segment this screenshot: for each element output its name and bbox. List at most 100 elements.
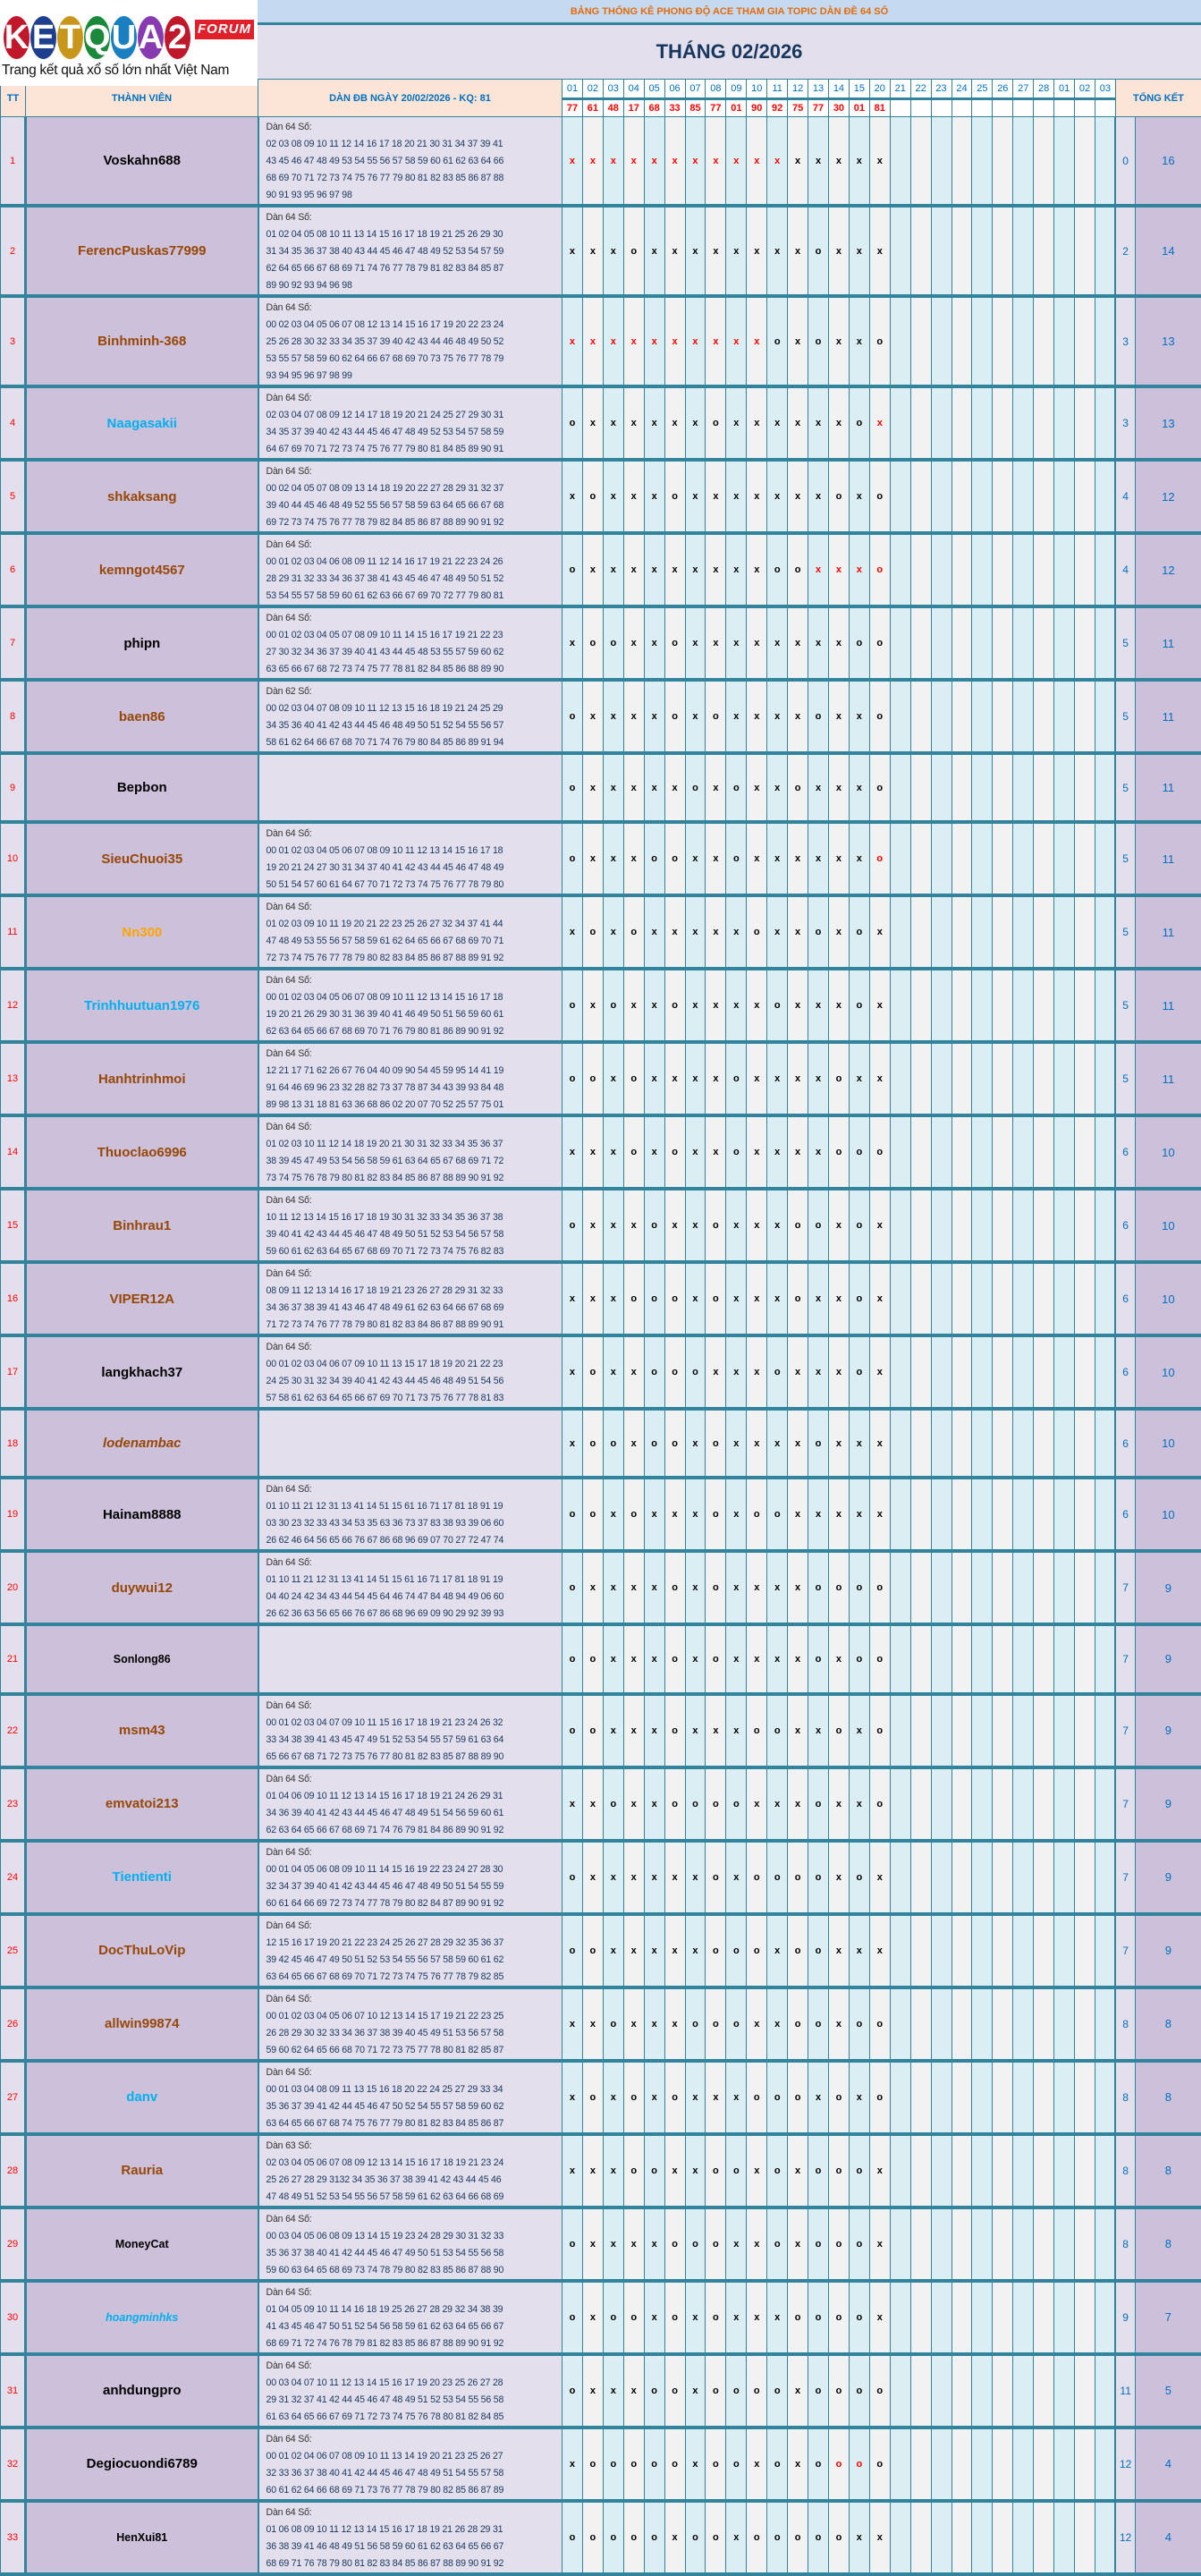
hit-mark: o — [828, 2134, 849, 2207]
miss-mark: x — [767, 460, 788, 533]
hit-mark: o — [869, 1767, 890, 1841]
day-mark — [890, 1694, 910, 1767]
day-mark — [951, 2281, 972, 2354]
day-mark — [1013, 680, 1034, 753]
member-name[interactable]: kemngot4567 — [26, 533, 258, 606]
number-set-label: Dàn 64 Số: — [266, 1555, 562, 1572]
member-name[interactable]: allwin99874 — [26, 1987, 258, 2061]
day-mark — [993, 2501, 1013, 2574]
member-name[interactable]: MoneyCat — [26, 2207, 258, 2281]
member-name[interactable]: Binhrau1 — [26, 1189, 258, 1262]
member-name[interactable]: Voskahn688 — [26, 117, 258, 207]
member-name[interactable]: Hanhtrinhmoi — [26, 1042, 258, 1115]
member-name[interactable]: emvatoi213 — [26, 1767, 258, 1841]
member-name[interactable]: VIPER12A — [26, 1262, 258, 1335]
hit-mark: o — [706, 1624, 726, 1693]
day-mark — [1034, 206, 1054, 296]
day-result — [931, 99, 951, 117]
member-name[interactable]: Sonlong86 — [26, 1624, 258, 1693]
member-name[interactable]: Trinhhuutuan1976 — [26, 969, 258, 1042]
member-name[interactable]: Tientienti — [26, 1841, 258, 1914]
day-mark — [1095, 1767, 1115, 1841]
miss-mark: x — [582, 1115, 603, 1189]
day-mark — [993, 2281, 1013, 2354]
miss-mark: x — [685, 1624, 706, 1693]
member-name[interactable]: lodenambac — [26, 1409, 258, 1478]
row-number: 16 — [1, 1262, 26, 1335]
day-mark — [910, 386, 931, 460]
day-mark — [993, 1042, 1013, 1115]
member-number-set: Dàn 64 Số:00 01 02 04 06 07 08 09 10 11 … — [258, 2428, 562, 2501]
miss-mark: x — [685, 969, 706, 1042]
miss-mark: x — [726, 386, 747, 460]
day-mark — [951, 1478, 972, 1551]
hit-mark: o — [582, 1335, 603, 1409]
member-number-set: Dàn 64 Số:00 01 02 03 04 07 09 10 11 15 … — [258, 1694, 562, 1767]
member-name[interactable]: HenXui81 — [26, 2501, 258, 2574]
hit-mark: o — [828, 1115, 849, 1189]
miss-mark: x — [623, 822, 644, 895]
miss-mark: x — [788, 386, 808, 460]
miss-mark: x — [788, 2428, 808, 2501]
member-name[interactable]: Bepbon — [26, 753, 258, 822]
day-mark — [910, 1551, 931, 1624]
day-mark — [910, 2428, 931, 2501]
miss-mark: x — [664, 1841, 685, 1914]
day-header: 23 — [931, 80, 951, 99]
miss-count: 9 — [1135, 1767, 1201, 1841]
miss-mark: x — [788, 1551, 808, 1624]
number-set-line: 62 63 64 65 66 67 68 69 70 71 76 79 80 8… — [266, 1023, 562, 1040]
hit-mark: o — [849, 969, 869, 1042]
day-mark — [951, 1624, 972, 1693]
day-header: 07 — [685, 80, 706, 99]
member-name[interactable]: Rauria — [26, 2134, 258, 2207]
member-name[interactable]: phipn — [26, 606, 258, 680]
hit-mark: o — [706, 2134, 726, 2207]
miss-mark: x — [623, 1987, 644, 2061]
miss-mark: x — [623, 680, 644, 753]
member-name[interactable]: Naagasakii — [26, 386, 258, 460]
day-mark — [1095, 1189, 1115, 1262]
member-name[interactable]: Hainam8888 — [26, 1478, 258, 1551]
member-number-set: Dàn 64 Số:00 01 02 03 04 06 07 09 10 11 … — [258, 1335, 562, 1409]
miss-mark: x — [685, 1478, 706, 1551]
member-name[interactable]: shkaksang — [26, 460, 258, 533]
day-mark — [910, 1987, 931, 2061]
number-set-line: 00 01 02 03 04 05 06 07 08 09 10 11 12 1… — [266, 989, 562, 1006]
day-mark — [931, 1335, 951, 1409]
miss-mark: x — [849, 753, 869, 822]
member-name[interactable]: hoangminhks — [26, 2281, 258, 2354]
member-name[interactable]: anhdungpro — [26, 2354, 258, 2428]
member-name[interactable]: langkhach37 — [26, 1335, 258, 1409]
member-name[interactable]: Nn300 — [26, 895, 258, 969]
day-mark — [1054, 533, 1075, 606]
number-set-label: Dàn 64 Số: — [266, 610, 562, 627]
member-name[interactable]: SieuChuoi35 — [26, 822, 258, 895]
day-mark — [1013, 2207, 1034, 2281]
member-name[interactable]: FerencPuskas77999 — [26, 206, 258, 296]
miss-mark: x — [623, 2207, 644, 2281]
hit-mark: o — [828, 460, 849, 533]
row-number: 3 — [1, 296, 26, 386]
row-number: 14 — [1, 1115, 26, 1189]
miss-mark: x — [788, 296, 808, 386]
miss-mark: x — [747, 2281, 767, 2354]
member-name[interactable]: Thuoclao6996 — [26, 1115, 258, 1189]
day-mark — [951, 1694, 972, 1767]
member-name[interactable]: Degiocuondi6789 — [26, 2428, 258, 2501]
member-name[interactable]: Binhminh-368 — [26, 296, 258, 386]
miss-count: 11 — [1135, 969, 1201, 1042]
day-mark — [972, 753, 993, 822]
day-header: 05 — [644, 80, 664, 99]
member-name[interactable]: DocThuLoVip — [26, 1914, 258, 1987]
day-mark — [910, 1335, 931, 1409]
member-name[interactable]: duywui12 — [26, 1551, 258, 1624]
member-name[interactable]: danv — [26, 2061, 258, 2134]
member-name[interactable]: baen86 — [26, 680, 258, 753]
member-name[interactable]: msm43 — [26, 1694, 258, 1767]
number-set-label: Dàn 64 Số: — [266, 209, 562, 226]
day-mark — [890, 1624, 910, 1693]
hit-mark: o — [808, 1189, 829, 1262]
